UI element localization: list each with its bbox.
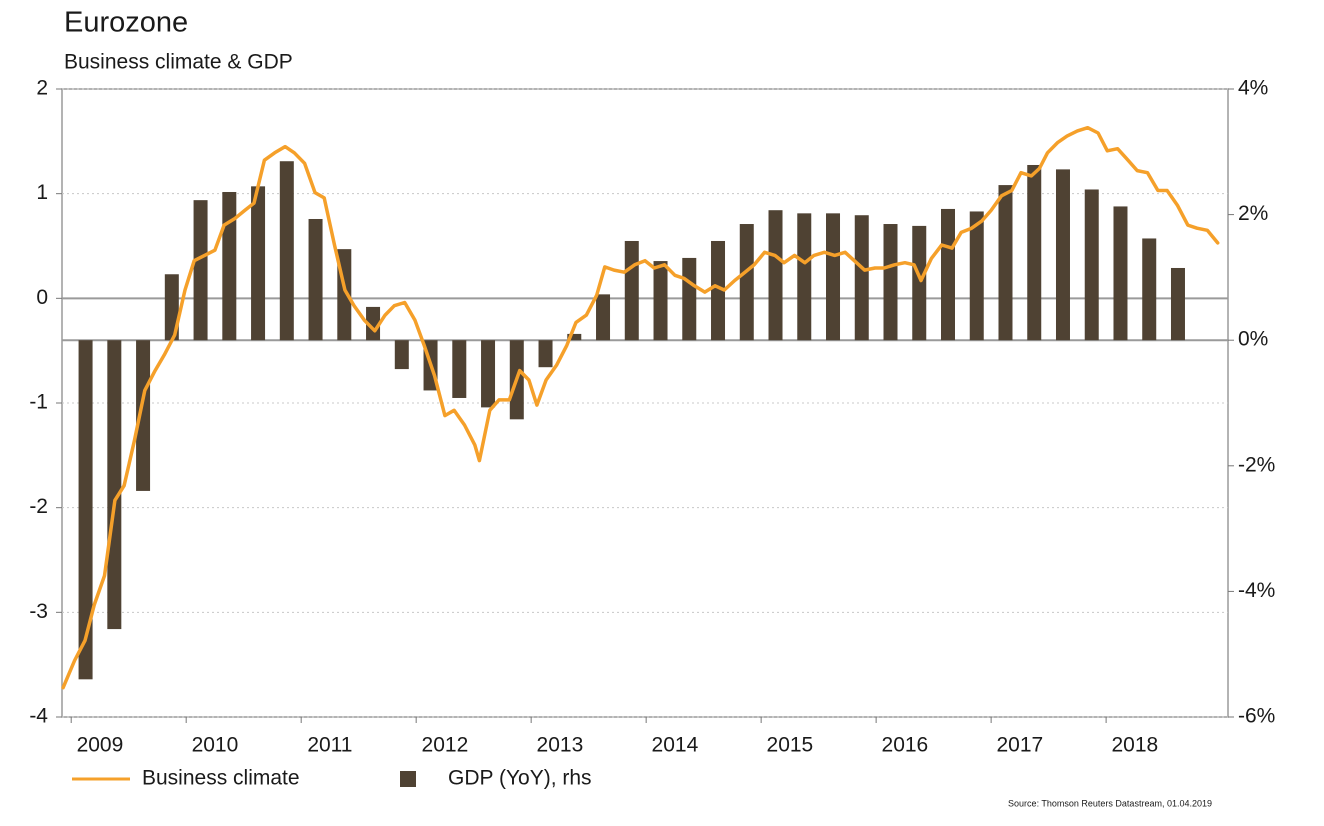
bar	[624, 240, 639, 341]
y-tick-label: -1	[29, 391, 48, 414]
bar	[883, 224, 898, 341]
bar	[797, 213, 812, 341]
x-tick-label: 2016	[882, 734, 929, 757]
bar	[279, 161, 294, 341]
bar	[912, 225, 927, 341]
y-tick-label: -4	[29, 705, 48, 728]
bar	[251, 186, 266, 341]
bar	[768, 210, 783, 341]
bar	[854, 215, 869, 341]
bar	[1084, 189, 1099, 341]
y2-tick-label: 4%	[1238, 77, 1268, 100]
y-tick-label: 2	[36, 77, 48, 100]
bar	[481, 340, 496, 408]
bar	[1113, 206, 1128, 341]
legend-label: Business climate	[142, 767, 300, 790]
x-tick-label: 2009	[77, 734, 124, 757]
x-tick-label: 2017	[997, 734, 1044, 757]
bar	[826, 213, 841, 341]
y2-tick-label: -6%	[1238, 705, 1275, 728]
x-tick-label: 2018	[1111, 734, 1158, 757]
source-note: Source: Thomson Reuters Datastream, 01.0…	[1008, 798, 1212, 808]
x-tick-label: 2011	[307, 734, 352, 757]
bar	[366, 306, 381, 341]
bar	[940, 208, 955, 341]
x-tick-label: 2015	[767, 734, 814, 757]
y-tick-label: -2	[29, 495, 48, 518]
bar	[308, 218, 323, 341]
bar	[222, 191, 237, 341]
bar	[1170, 267, 1185, 341]
bar	[193, 200, 208, 341]
line	[61, 125, 1220, 690]
bar	[596, 294, 611, 341]
x-tick-label: 2012	[422, 734, 469, 757]
bar	[107, 340, 122, 630]
y2-tick-label: 2%	[1238, 202, 1268, 225]
bar	[969, 211, 984, 341]
x-tick-label: 2013	[537, 734, 584, 757]
legend-swatch	[400, 771, 416, 787]
chart-subtitle: Business climate & GDP	[64, 51, 293, 74]
bar	[164, 274, 179, 341]
bar	[711, 240, 726, 341]
y2-tick-label: 0%	[1238, 328, 1268, 351]
x-tick-label: 2010	[192, 734, 239, 757]
x-tick-label: 2014	[652, 734, 699, 757]
bar	[998, 185, 1013, 341]
bar	[739, 224, 754, 341]
chart-title: Eurozone	[64, 7, 188, 39]
bar	[1027, 164, 1042, 341]
bar	[682, 257, 697, 341]
bar	[538, 340, 553, 368]
bar	[1055, 169, 1070, 341]
y2-tick-label: -4%	[1238, 579, 1275, 602]
y-tick-label: -3	[29, 600, 48, 623]
y-tick-label: 1	[36, 181, 48, 204]
legend-label: GDP (YoY), rhs	[448, 767, 592, 790]
y2-tick-label: -2%	[1238, 453, 1275, 476]
bar	[653, 261, 668, 341]
y-tick-label: 0	[36, 286, 48, 309]
bar	[78, 340, 93, 680]
bar	[1142, 238, 1157, 341]
bar	[452, 340, 467, 398]
bar	[567, 333, 582, 341]
bar	[394, 340, 409, 370]
bar	[136, 340, 151, 491]
